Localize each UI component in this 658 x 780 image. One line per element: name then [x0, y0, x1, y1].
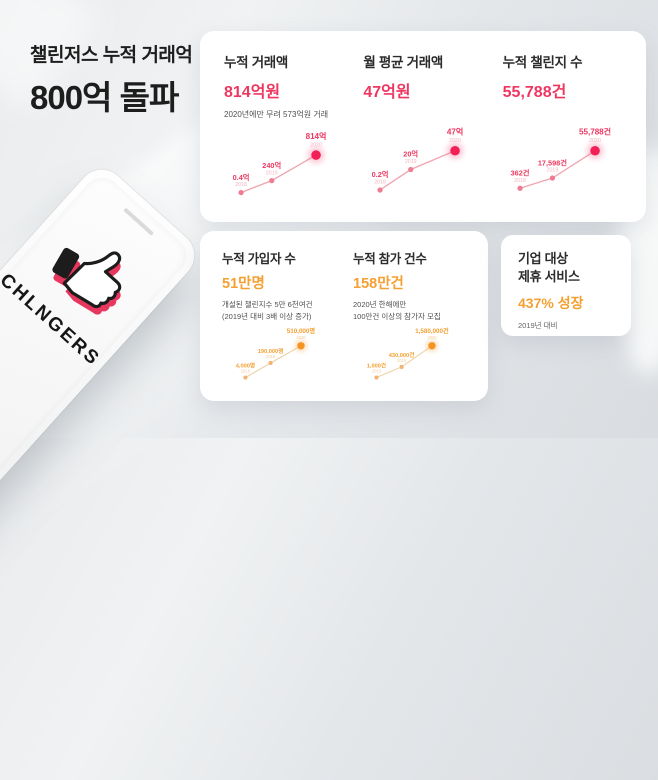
- stat-value: 55,788건: [502, 84, 567, 101]
- thumb-cuff: [52, 247, 80, 279]
- page-title-line2: 800억 돌파: [30, 79, 179, 116]
- data-point: [297, 342, 305, 350]
- point-year-label: 2020: [589, 138, 601, 144]
- point-value-label: 47억: [447, 127, 463, 137]
- point-value-label: 190,000명: [258, 347, 284, 355]
- point-value-label: 0.2억: [372, 170, 389, 179]
- stat-subtitle-line: 2020년 한해에만: [353, 300, 407, 309]
- point-year-label: 2019: [266, 354, 276, 359]
- point-value-label: 4,000명: [236, 362, 255, 370]
- stat-cumulative-members: 누적 가입자 수 51만명 개설된 챌린지수 5만 6천여건 (2019년 대비 …: [222, 248, 335, 391]
- thumbs-up-icon: [52, 247, 122, 315]
- point-value-label: 0.4억: [233, 173, 250, 182]
- point-year-label: 2019: [266, 171, 278, 177]
- partner-card-value: 437% 성장: [518, 295, 584, 312]
- page-title: 챌린저스 누적 거래억 800억 돌파: [30, 40, 193, 119]
- point-year-label: 2018: [372, 369, 382, 374]
- point-year-label: 2018: [235, 183, 247, 189]
- point-year-label: 2019: [397, 358, 407, 363]
- stat-subtitle-line: 개설된 챌린지수 5만 6천여건: [222, 300, 313, 309]
- phone-screen: CHLNGERS: [0, 169, 195, 564]
- stat-cumulative-participations: 누적 참가 건수 158만건 2020년 한해에만 100만건 이상의 참가자 모…: [353, 248, 466, 391]
- data-point: [377, 187, 384, 193]
- bottom-stats-card: 누적 가입자 수 51만명 개설된 챌린지수 5만 6천여건 (2019년 대비 …: [200, 231, 488, 401]
- data-point: [238, 190, 244, 196]
- stat-value: 47억원: [363, 84, 411, 101]
- data-point: [450, 145, 461, 156]
- data-point: [408, 166, 414, 173]
- partner-card-title: 기업 대상 제휴 서비스: [518, 250, 614, 286]
- data-point: [243, 375, 248, 380]
- top-stats-card: 누적 거래액 814억원 2020년에만 무려 573억원 거래 0.4억 201…: [200, 31, 646, 222]
- partner-card-subtitle: 2019년 대비: [518, 321, 558, 331]
- point-year-label: 2020: [310, 143, 322, 149]
- stat-title: 누적 거래액: [224, 55, 289, 70]
- point-value-label: 1,580,000건: [415, 326, 449, 335]
- point-year-label: 2019: [405, 159, 417, 165]
- stat-value: 51만명: [222, 276, 265, 292]
- stat-cumulative-challenges: 누적 챌린지 수 55,788건 362건 2018 17,598건 2019 55,7…: [503, 51, 622, 210]
- stat-subtitle: 개설된 챌린지수 5만 6천여건 (2019년 대비 3배 이상 증가): [222, 299, 335, 322]
- data-point: [517, 185, 523, 191]
- stat-value: 158만건: [353, 276, 404, 292]
- data-point: [374, 375, 379, 380]
- point-year-label: 2020: [427, 335, 437, 340]
- stat-subtitle: 2020년에만 무려 573억원 거래: [224, 109, 343, 121]
- point-value-label: 814억: [306, 131, 327, 141]
- data-point: [549, 175, 555, 181]
- stat-subtitle-line: 2020년에만 무려 573억원 거래: [224, 110, 329, 119]
- stat-title: 누적 가입자 수: [222, 252, 296, 266]
- data-point: [269, 178, 275, 184]
- point-value-label: 240억: [262, 161, 281, 170]
- stat-monthly-avg-transaction: 월 평균 거래액 47억원 0.2억 2018 20억 2019 47억 2020: [363, 51, 482, 210]
- page-title-line1: 챌린저스 누적 거래억: [30, 45, 193, 66]
- point-year-label: 2018: [375, 180, 387, 186]
- point-year-label: 2018: [241, 369, 251, 374]
- stat-subtitle: 2020년 한해에만 100만건 이상의 참가자 모집: [353, 299, 466, 322]
- point-year-label: 2018: [514, 178, 526, 184]
- point-value-label: 1,000건: [367, 362, 386, 370]
- data-point: [268, 361, 273, 366]
- stat-cumulative-transaction-amount: 누적 거래액 814억원 2020년에만 무려 573억원 거래 0.4억 201…: [224, 51, 343, 210]
- point-value-label: 510,000명: [287, 326, 316, 335]
- point-year-label: 2020: [450, 138, 462, 144]
- point-value-label: 430,000건: [389, 351, 415, 359]
- phone-speaker: [123, 207, 155, 236]
- stat-subtitle-line: (2019년 대비 3배 이상 증가): [222, 311, 312, 321]
- stat-value: 814억원: [224, 84, 281, 101]
- point-value-label: 20억: [404, 150, 419, 159]
- point-year-label: 2020: [296, 335, 306, 340]
- data-point: [311, 150, 321, 161]
- partner-title-line2: 제휴 서비스: [518, 269, 580, 285]
- partner-title-line1: 기업 대상: [518, 251, 568, 266]
- data-point: [428, 342, 436, 350]
- partner-service-card: 기업 대상 제휴 서비스 437% 성장 2019년 대비: [501, 235, 631, 336]
- stat-title: 월 평균 거래액: [363, 55, 443, 70]
- data-point: [589, 145, 600, 156]
- point-year-label: 2019: [546, 168, 558, 174]
- stat-title: 누적 참가 건수: [353, 252, 427, 266]
- data-point: [399, 365, 404, 370]
- thumb-hand: [62, 251, 122, 309]
- phone-mockup: CHLNGERS: [0, 160, 205, 574]
- stat-title: 누적 챌린지 수: [502, 55, 583, 70]
- point-value-label: 362건: [510, 168, 529, 177]
- stat-subtitle-line: 100만건 이상의 참가자 모집: [353, 311, 441, 321]
- point-value-label: 55,788건: [579, 127, 611, 137]
- point-value-label: 17,598건: [538, 158, 567, 167]
